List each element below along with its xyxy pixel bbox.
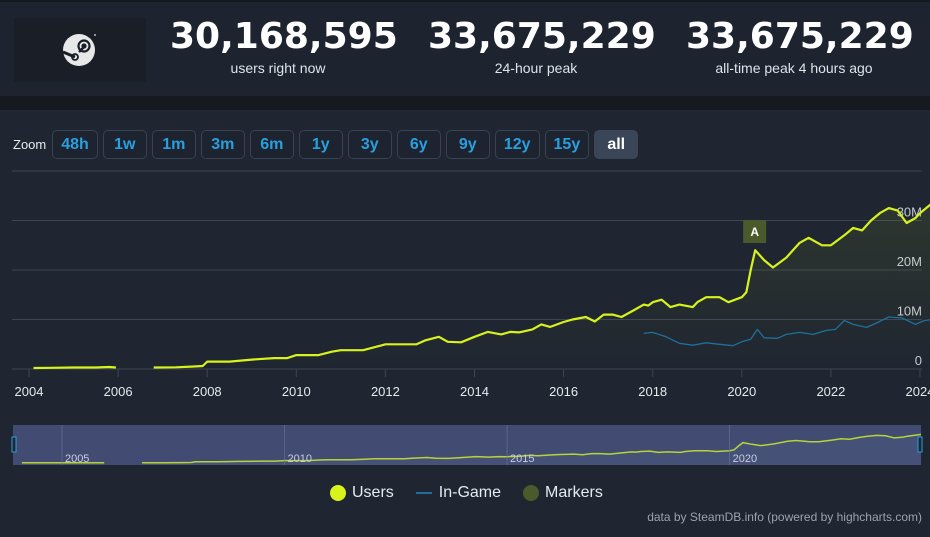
zoom-label: Zoom [13,137,47,152]
zoom-1w-button[interactable]: 1w [102,130,147,159]
zoom-3m-button[interactable]: 3m [200,130,245,159]
zoom-1m-button[interactable]: 1m [151,130,196,159]
zoom-1y-button[interactable]: 1y [298,130,343,159]
stat-users-now: 30,168,595 users right now [170,16,398,76]
users-now-label: users right now [230,60,326,76]
steam-logo [14,18,146,82]
legend-markers[interactable]: Markers [523,484,603,502]
markers-dot-icon [523,485,540,501]
users-now-value: 30,168,595 [170,16,398,57]
zoom-48h-button[interactable]: 48h [52,130,98,159]
legend-users-label: Users [352,484,394,501]
legend-in-game-label: In-Game [438,484,502,501]
zoom-6y-button[interactable]: 6y [396,130,441,159]
zoom-6m-button[interactable]: 6m [249,130,294,159]
steam-icon [62,34,96,66]
all-time-peak-label: all-time peak 4 hours ago [715,60,873,76]
stats-header: 30,168,595 users right now 33,675,229 24… [0,0,930,96]
stat-24h-peak: 33,675,229 24-hour peak [428,16,656,76]
stat-all-time-peak: 33,675,229 all-time peak 4 hours ago [686,16,914,76]
zoom-15y-button[interactable]: 15y [544,130,590,159]
chart-credits[interactable]: data by SteamDB.info (powered by highcha… [647,510,922,524]
in-game-line-icon [415,492,432,494]
legend-markers-label: Markers [545,484,603,501]
all-time-peak-value: 33,675,229 [686,16,914,57]
header-divider [0,96,930,110]
zoom-all-button[interactable]: all [594,130,639,159]
users-dot-icon [330,485,346,501]
zoom-12y-button[interactable]: 12y [494,130,540,159]
legend-in-game[interactable]: In-Game [415,484,502,502]
legend-users[interactable]: Users [330,484,394,502]
chart-legend: Users In-Game Markers [330,484,625,502]
zoom-9y-button[interactable]: 9y [445,130,490,159]
peak-24h-value: 33,675,229 [428,16,656,57]
chart-panel [0,110,930,537]
zoom-3y-button[interactable]: 3y [347,130,392,159]
peak-24h-label: 24-hour peak [494,60,578,76]
zoom-selector: Zoom 48h 1w 1m 3m 6m 1y 3y 6y 9y 12y 15y… [13,130,643,159]
